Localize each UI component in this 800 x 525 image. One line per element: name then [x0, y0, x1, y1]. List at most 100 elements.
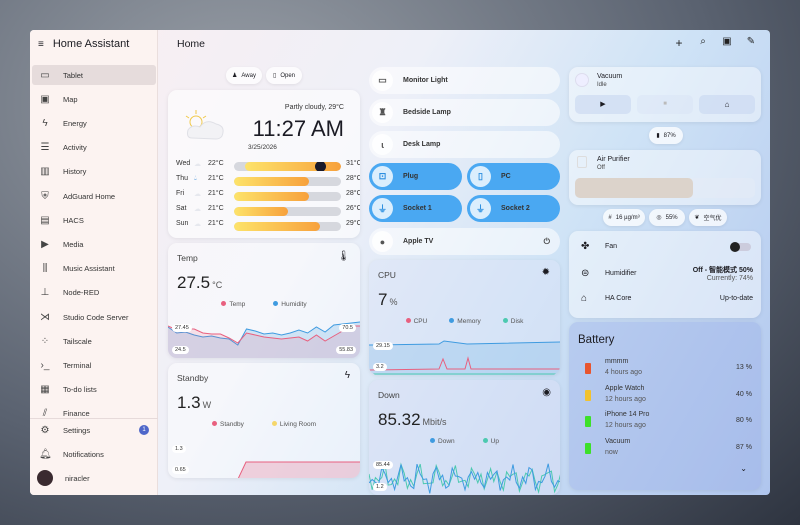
sidebar-item-tablet[interactable]: ▭ Tablet: [32, 65, 156, 85]
sidebar-item-finance[interactable]: ⫽ Finance: [32, 404, 156, 424]
sidebar-item-terminal[interactable]: ›_ Terminal: [32, 355, 156, 375]
device-label: Socket 1: [403, 205, 432, 212]
avatar: [37, 470, 53, 486]
temp-line: [168, 325, 360, 344]
humidity-chip[interactable]: ◎ 55%: [649, 209, 685, 226]
power-icon[interactable]: ⏻: [543, 236, 550, 246]
shield-icon: ⛨: [41, 190, 49, 202]
device-socket-2[interactable]: ⏚ Socket 2: [467, 195, 560, 222]
down-chart: [369, 462, 560, 494]
away-chip[interactable]: ♟ Away: [226, 67, 262, 84]
slider-fill: [575, 178, 693, 198]
fan-row[interactable]: ✤ Fan: [569, 241, 761, 255]
cpu-title: CPU: [378, 270, 396, 280]
purifier-speed-slider[interactable]: [575, 178, 755, 198]
sidebar-item-label: Tailscale: [63, 336, 92, 346]
temp-max-label: 27.45: [172, 324, 192, 332]
battery-row[interactable]: iPhone 14 Pro 12 hours ago 80 %: [569, 411, 761, 435]
tablet-icon: ▭: [40, 69, 50, 81]
device-label: Monitor Light: [403, 77, 448, 84]
vacuum-battery-chip[interactable]: ▮ 87%: [649, 127, 683, 144]
forecast-high: 31°C: [346, 160, 360, 167]
forecast-range-bar: [234, 207, 341, 216]
air-purifier-card[interactable]: Air Purifier Off: [569, 150, 761, 205]
forecast-low: 22°C: [208, 160, 224, 167]
sidebar-item-label: AdGuard Home: [63, 191, 116, 201]
vacuum-card[interactable]: Vacuum Idle ▶ ■ ⌂: [569, 67, 761, 122]
sidebar-user[interactable]: niracler: [32, 468, 156, 488]
ha-core-state: Up-to-date: [719, 295, 753, 302]
device-apple-tv[interactable]: ● Apple TV ⏻: [369, 228, 560, 255]
forecast-range-fill: [234, 177, 309, 186]
menu-icon[interactable]: ≡: [38, 38, 44, 50]
chip-icon: ✹: [541, 267, 550, 278]
sidebar-item-activity[interactable]: ☰ Activity: [32, 138, 156, 158]
forecast-low: 21°C: [208, 220, 224, 227]
forecast-high: 26°C: [346, 205, 360, 212]
pm25-chip[interactable]: #16 µg/m³: [603, 209, 645, 226]
battery-device-name: mmmm: [605, 358, 629, 365]
battery-row[interactable]: Vacuum now 87 %: [569, 438, 761, 462]
settings-label: Settings: [63, 425, 91, 435]
forecast-high: 28°C: [346, 190, 360, 197]
sidebar-item-hacs[interactable]: ▤ HACS: [32, 210, 156, 230]
sidebar-item-music-assistant[interactable]: ⫼ Music Assistant: [32, 259, 156, 279]
dock-button[interactable]: ⌂: [699, 95, 755, 114]
humidifier-row[interactable]: ⊜ Humidifier Off - 智能模式 50% Currently: 74%: [569, 265, 761, 287]
battery-level: 80 %: [736, 417, 752, 424]
sidebar-item-settings[interactable]: ⚙ Settings 1: [32, 420, 156, 440]
device-monitor-light[interactable]: ▭ Monitor Light: [369, 67, 560, 94]
assist-icon[interactable]: ▣: [722, 36, 732, 47]
sidebar-item-map[interactable]: ▣ Map: [32, 89, 156, 109]
battery-row[interactable]: mmmm 4 hours ago 13 %: [569, 358, 761, 382]
forecast-day: Sat: [176, 205, 187, 212]
legend-memory: Memory: [449, 318, 481, 325]
ha-core-row[interactable]: ⌂ HA Core Up-to-date: [569, 293, 761, 307]
sidebar-item-to-do-lists[interactable]: ▦ To-do lists: [32, 380, 156, 400]
temp-card[interactable]: Temp 🌡︎ 27.5 °C Temp Humidity 27.45 24.5 7…: [168, 243, 360, 358]
sidebar-item-adguard-home[interactable]: ⛨ AdGuard Home: [32, 186, 156, 206]
battery-row[interactable]: Apple Watch 12 hours ago 40 %: [569, 385, 761, 409]
device-desk-lamp[interactable]: ɩ Desk Lamp: [369, 131, 560, 158]
device-pc[interactable]: ▯ PC: [467, 163, 560, 190]
air-quality-chip[interactable]: ❦ 空气优: [689, 209, 727, 226]
chevron-down-icon[interactable]: ⌄: [740, 464, 747, 473]
open-chip[interactable]: ▯ Open: [266, 67, 302, 84]
sidebar-item-energy[interactable]: ϟ Energy: [32, 113, 156, 133]
start-button[interactable]: ▶: [575, 95, 631, 114]
battery-last-updated: 12 hours ago: [605, 395, 646, 403]
memory-line: [369, 340, 560, 346]
sidebar-item-node-red[interactable]: ⊥ Node-RED: [32, 283, 156, 303]
edit-icon[interactable]: ✎: [746, 36, 756, 47]
battery-last-updated: 4 hours ago: [605, 369, 642, 376]
battery-icon: [585, 416, 591, 427]
pause-button[interactable]: ■: [637, 95, 693, 114]
sidebar-item-studio-code-server[interactable]: ⋊ Studio Code Server: [32, 307, 156, 327]
fan-toggle[interactable]: [730, 242, 751, 252]
vscode-icon: ⋊: [40, 311, 50, 323]
cpu-card[interactable]: CPU ✹ 7% CPU Memory Disk 29.15 3.2: [369, 260, 560, 375]
device-socket-1[interactable]: ⏚ Socket 1: [369, 195, 462, 222]
standby-card[interactable]: Standby ϟ 1.3 W Standby Living Room 1.3 0.…: [168, 363, 360, 478]
sidebar-item-tailscale[interactable]: ⁘ Tailscale: [32, 331, 156, 351]
sidebar-item-history[interactable]: ▥ History: [32, 162, 156, 182]
home-assistant-icon: ⌂: [581, 293, 588, 304]
battery-chip-label: 87%: [663, 132, 676, 139]
battery-device-name: iPhone 14 Pro: [605, 411, 650, 418]
device-bedside-lamp[interactable]: ♜ Bedside Lamp: [369, 99, 560, 126]
weather-card[interactable]: Partly cloudy, 29°C 11:27 AM 3/25/2026 W…: [168, 90, 360, 238]
battery-icon: [585, 363, 591, 374]
forecast-row: Fri ☁ 21°C 28°C: [176, 190, 360, 202]
humidifier-current: Currently: 74%: [706, 275, 753, 282]
desk-lamp-icon: ɩ: [372, 134, 393, 155]
sidebar-item-media[interactable]: ▶ Media: [32, 234, 156, 254]
down-card[interactable]: Down ◉ 85.32 Mbit/s Down Up 85.44 1.2: [369, 380, 560, 495]
search-icon[interactable]: ⌕: [700, 36, 706, 47]
sidebar-item-notifications[interactable]: 🔔︎ Notifications: [32, 444, 156, 464]
forecast-range-fill: [234, 192, 309, 201]
device-plug[interactable]: ⊡ Plug: [369, 163, 462, 190]
sidebar-item-label: Studio Code Server: [63, 312, 129, 322]
cpu-chart: [369, 340, 560, 375]
add-icon[interactable]: +: [675, 36, 683, 50]
legend-down-label: Down: [438, 438, 455, 445]
